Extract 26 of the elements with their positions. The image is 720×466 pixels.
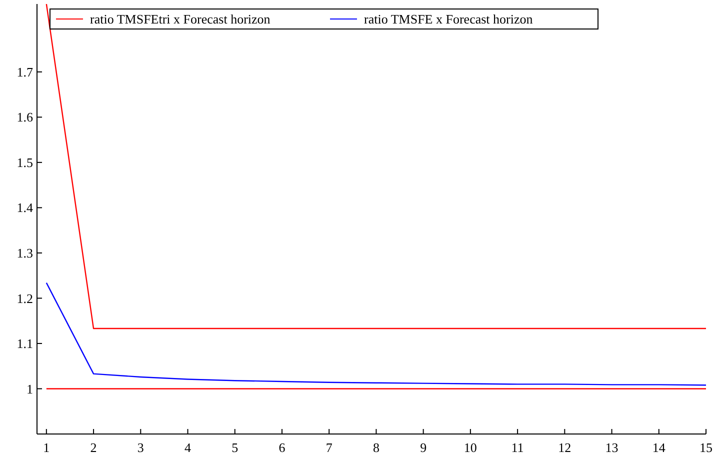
y-tick-label: 1.3 (16, 245, 33, 260)
x-tick-label: 1 (43, 440, 50, 455)
y-tick-label: 1.7 (16, 64, 34, 80)
y-tick-label: 1.2 (16, 290, 33, 306)
y-tick-label: 1.1 (16, 336, 33, 352)
x-tick-label: 7 (326, 440, 333, 455)
x-tick-label: 10 (464, 440, 477, 455)
y-tick-label: 1.6 (16, 110, 34, 125)
y-tick-label: 1.4 (16, 200, 34, 216)
line-series (46, 282, 706, 386)
x-tick-label: 8 (372, 440, 380, 455)
x-tick-label: 2 (90, 440, 97, 455)
y-tick-label: 1 (26, 381, 33, 396)
x-tick-label: 15 (700, 440, 712, 455)
x-tick-label: 5 (232, 440, 238, 455)
legend-label: ratio TMSFEtri x Forecast horizon (90, 12, 271, 27)
legend-label: ratio TMSFE x Forecast horizon (364, 12, 534, 27)
x-tick-label: 9 (420, 440, 427, 455)
x-tick-label: 4 (184, 440, 192, 455)
x-tick-label: 12 (558, 440, 572, 455)
y-tick-label: 1.5 (16, 154, 33, 170)
x-tick-label: 14 (652, 440, 666, 455)
x-tick-label: 11 (511, 440, 524, 455)
x-tick-label: 13 (605, 440, 618, 455)
x-tick-label: 6 (278, 440, 286, 455)
x-tick-label: 3 (137, 440, 144, 455)
